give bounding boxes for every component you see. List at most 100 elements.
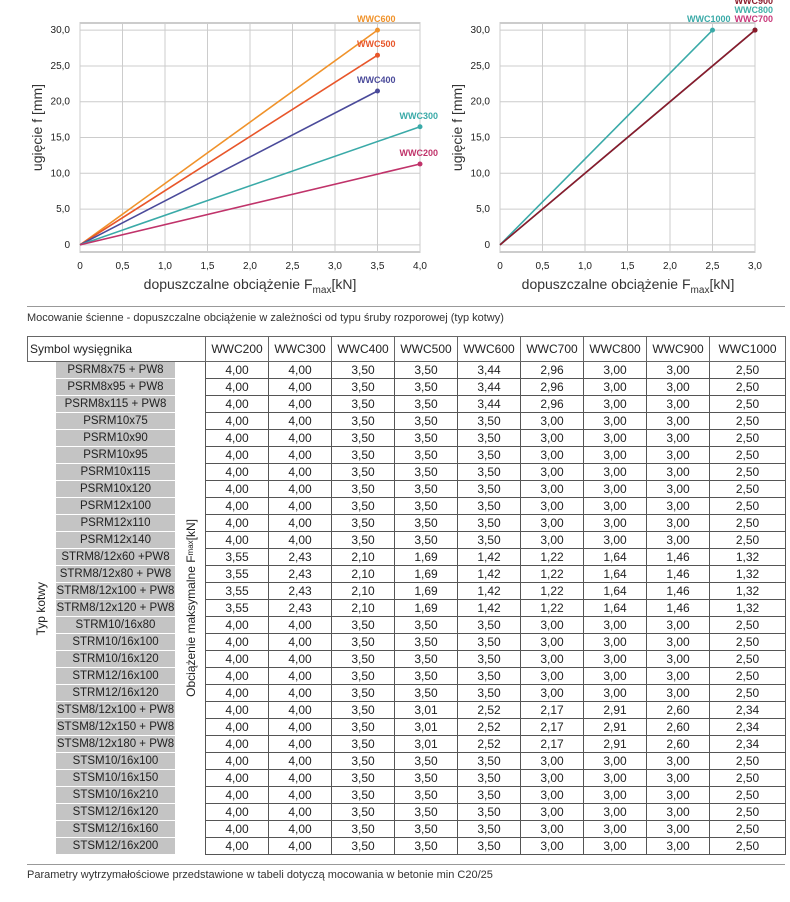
value-cell: 3,50: [457, 752, 521, 770]
value-cell: 3,50: [331, 480, 395, 498]
value-cell: 3,55: [205, 582, 269, 600]
value-cell: 2,60: [646, 735, 710, 753]
value-cell: 4,00: [268, 395, 332, 413]
value-cell: 3,50: [457, 837, 521, 855]
value-cell: 3,00: [646, 531, 710, 549]
value-cell: 2,50: [709, 480, 786, 498]
value-cell: 2,50: [709, 820, 786, 838]
value-cell: 1,22: [520, 582, 584, 600]
value-cell: 3,50: [457, 497, 521, 515]
value-cell: 3,00: [520, 633, 584, 651]
value-cell: 3,00: [646, 820, 710, 838]
header-cell: WWC900: [646, 336, 710, 362]
charts: 0 0,5 1,0 1,5 2,0 2,5 3,0 3,5 4,0 0 5,0 10,0 15,0 20,…: [29, 0, 773, 296]
end-marker: [375, 52, 380, 58]
x-tick-label: 1,0: [158, 261, 172, 272]
value-cell: 3,00: [583, 616, 647, 634]
value-cell: 3,50: [457, 786, 521, 804]
x-tick-label: 3,0: [748, 261, 762, 272]
value-cell: 4,00: [205, 718, 269, 736]
value-cell: 3,50: [331, 378, 395, 396]
value-cell: 2,43: [268, 599, 332, 617]
table-row: STRM10/16x80 4,00 4,00 3,50 3,50 3,50 3,00 3,00…: [28, 616, 786, 634]
value-cell: 4,00: [205, 429, 269, 447]
value-cell: 4,00: [268, 820, 332, 838]
rule: [27, 864, 785, 865]
value-cell: 4,00: [205, 531, 269, 549]
series-line: [79, 126, 421, 246]
value-cell: 3,00: [520, 803, 584, 821]
value-cell: 2,43: [268, 582, 332, 600]
y-tick-label: 25,0: [51, 61, 71, 72]
table-row: STSM12/16x200 4,00 4,00 3,50 3,50 3,50 3,00 3,0…: [28, 837, 786, 855]
value-cell: 3,50: [331, 667, 395, 685]
table-row: STRM8/12x100 + PW8 3,55 2,43 2,10 1,69 1,42 1,…: [28, 582, 786, 600]
value-cell: 3,00: [583, 463, 647, 481]
x-tick-label: 3,5: [371, 261, 385, 272]
value-cell: 4,00: [205, 480, 269, 498]
series-line: [79, 163, 421, 246]
value-cell: 4,00: [205, 446, 269, 464]
value-cell: 4,00: [268, 684, 332, 702]
value-cell: 3,00: [583, 633, 647, 651]
table-row: STRM12/16x120 4,00 4,00 3,50 3,50 3,50 3,00 3,0…: [28, 684, 786, 702]
value-cell: 3,00: [520, 769, 584, 787]
x-tick-label: 1,0: [578, 261, 592, 272]
table-row: PSRM12x100 4,00 4,00 3,50 3,50 3,50 3,00 3,00 3,…: [28, 497, 786, 515]
y-tick-label: 20,0: [51, 97, 71, 108]
header-cell: WWC400: [331, 336, 395, 362]
series-line: [79, 90, 378, 246]
value-cell: 2,60: [646, 718, 710, 736]
value-cell: 3,00: [646, 412, 710, 430]
anchor-name: STRM8/12x100 + PW8: [55, 582, 176, 600]
value-cell: 2,50: [709, 378, 786, 396]
header-cell: WWC800: [583, 336, 647, 362]
value-cell: 3,00: [583, 684, 647, 702]
value-cell: 1,42: [457, 548, 521, 566]
value-cell: 3,50: [394, 463, 458, 481]
value-cell: 3,00: [583, 820, 647, 838]
value-cell: 3,50: [331, 361, 395, 379]
series-label: WWC400: [357, 75, 396, 85]
value-cell: 3,50: [394, 820, 458, 838]
x-tick-label: 3,0: [328, 261, 342, 272]
series-label: WWC900: [734, 0, 773, 6]
x-tick-label: 1,5: [201, 261, 215, 272]
table-row: STSM8/12x180 + PW8 4,00 4,00 3,50 3,01 2,52 2,…: [28, 735, 786, 753]
header-cell: WWC300: [268, 336, 332, 362]
value-cell: 2,91: [583, 735, 647, 753]
value-cell: 3,00: [646, 803, 710, 821]
value-cell: 4,00: [268, 361, 332, 379]
anchor-name: STRM12/16x120: [55, 684, 176, 702]
value-cell: 4,00: [268, 463, 332, 481]
header-row: Symbol wysięgnika WWC200 WWC300 WWC400 WWC50…: [27, 336, 786, 362]
value-cell: 3,50: [394, 480, 458, 498]
value-cell: 4,00: [205, 633, 269, 651]
value-cell: 1,46: [646, 565, 710, 583]
value-cell: 3,50: [331, 497, 395, 515]
value-cell: 3,50: [331, 752, 395, 770]
value-cell: 3,50: [394, 514, 458, 532]
value-cell: 3,50: [394, 497, 458, 515]
value-cell: 2,52: [457, 701, 521, 719]
table-row: PSRM10x90 4,00 4,00 3,50 3,50 3,50 3,00 3,00 3,0…: [28, 429, 786, 447]
y-tick-label: 15,0: [471, 133, 491, 144]
value-cell: 3,00: [646, 429, 710, 447]
value-cell: 4,00: [205, 769, 269, 787]
value-cell: 3,50: [331, 837, 395, 855]
anchor-name: PSRM10x75: [55, 412, 176, 430]
y-axis-label: ugięcie f [mm]: [449, 84, 465, 171]
y-tick-label: 30,0: [51, 25, 71, 36]
table-row: Typ kotwy PSRM8x75 + PW8 Obciążenie maksym…: [28, 361, 786, 697]
value-cell: 3,50: [394, 429, 458, 447]
value-cell: 3,50: [457, 633, 521, 651]
value-cell: 4,00: [205, 361, 269, 379]
value-cell: 4,00: [205, 820, 269, 838]
value-cell: 3,50: [457, 684, 521, 702]
value-cell: 2,50: [709, 684, 786, 702]
value-cell: 3,50: [394, 803, 458, 821]
anchor-name: STRM10/16x100: [55, 633, 176, 651]
value-cell: 3,00: [583, 769, 647, 787]
value-cell: 2,17: [520, 718, 584, 736]
table-row: PSRM8x95 + PW8 4,00 4,00 3,50 3,50 3,44 2,96 3,…: [28, 378, 786, 396]
